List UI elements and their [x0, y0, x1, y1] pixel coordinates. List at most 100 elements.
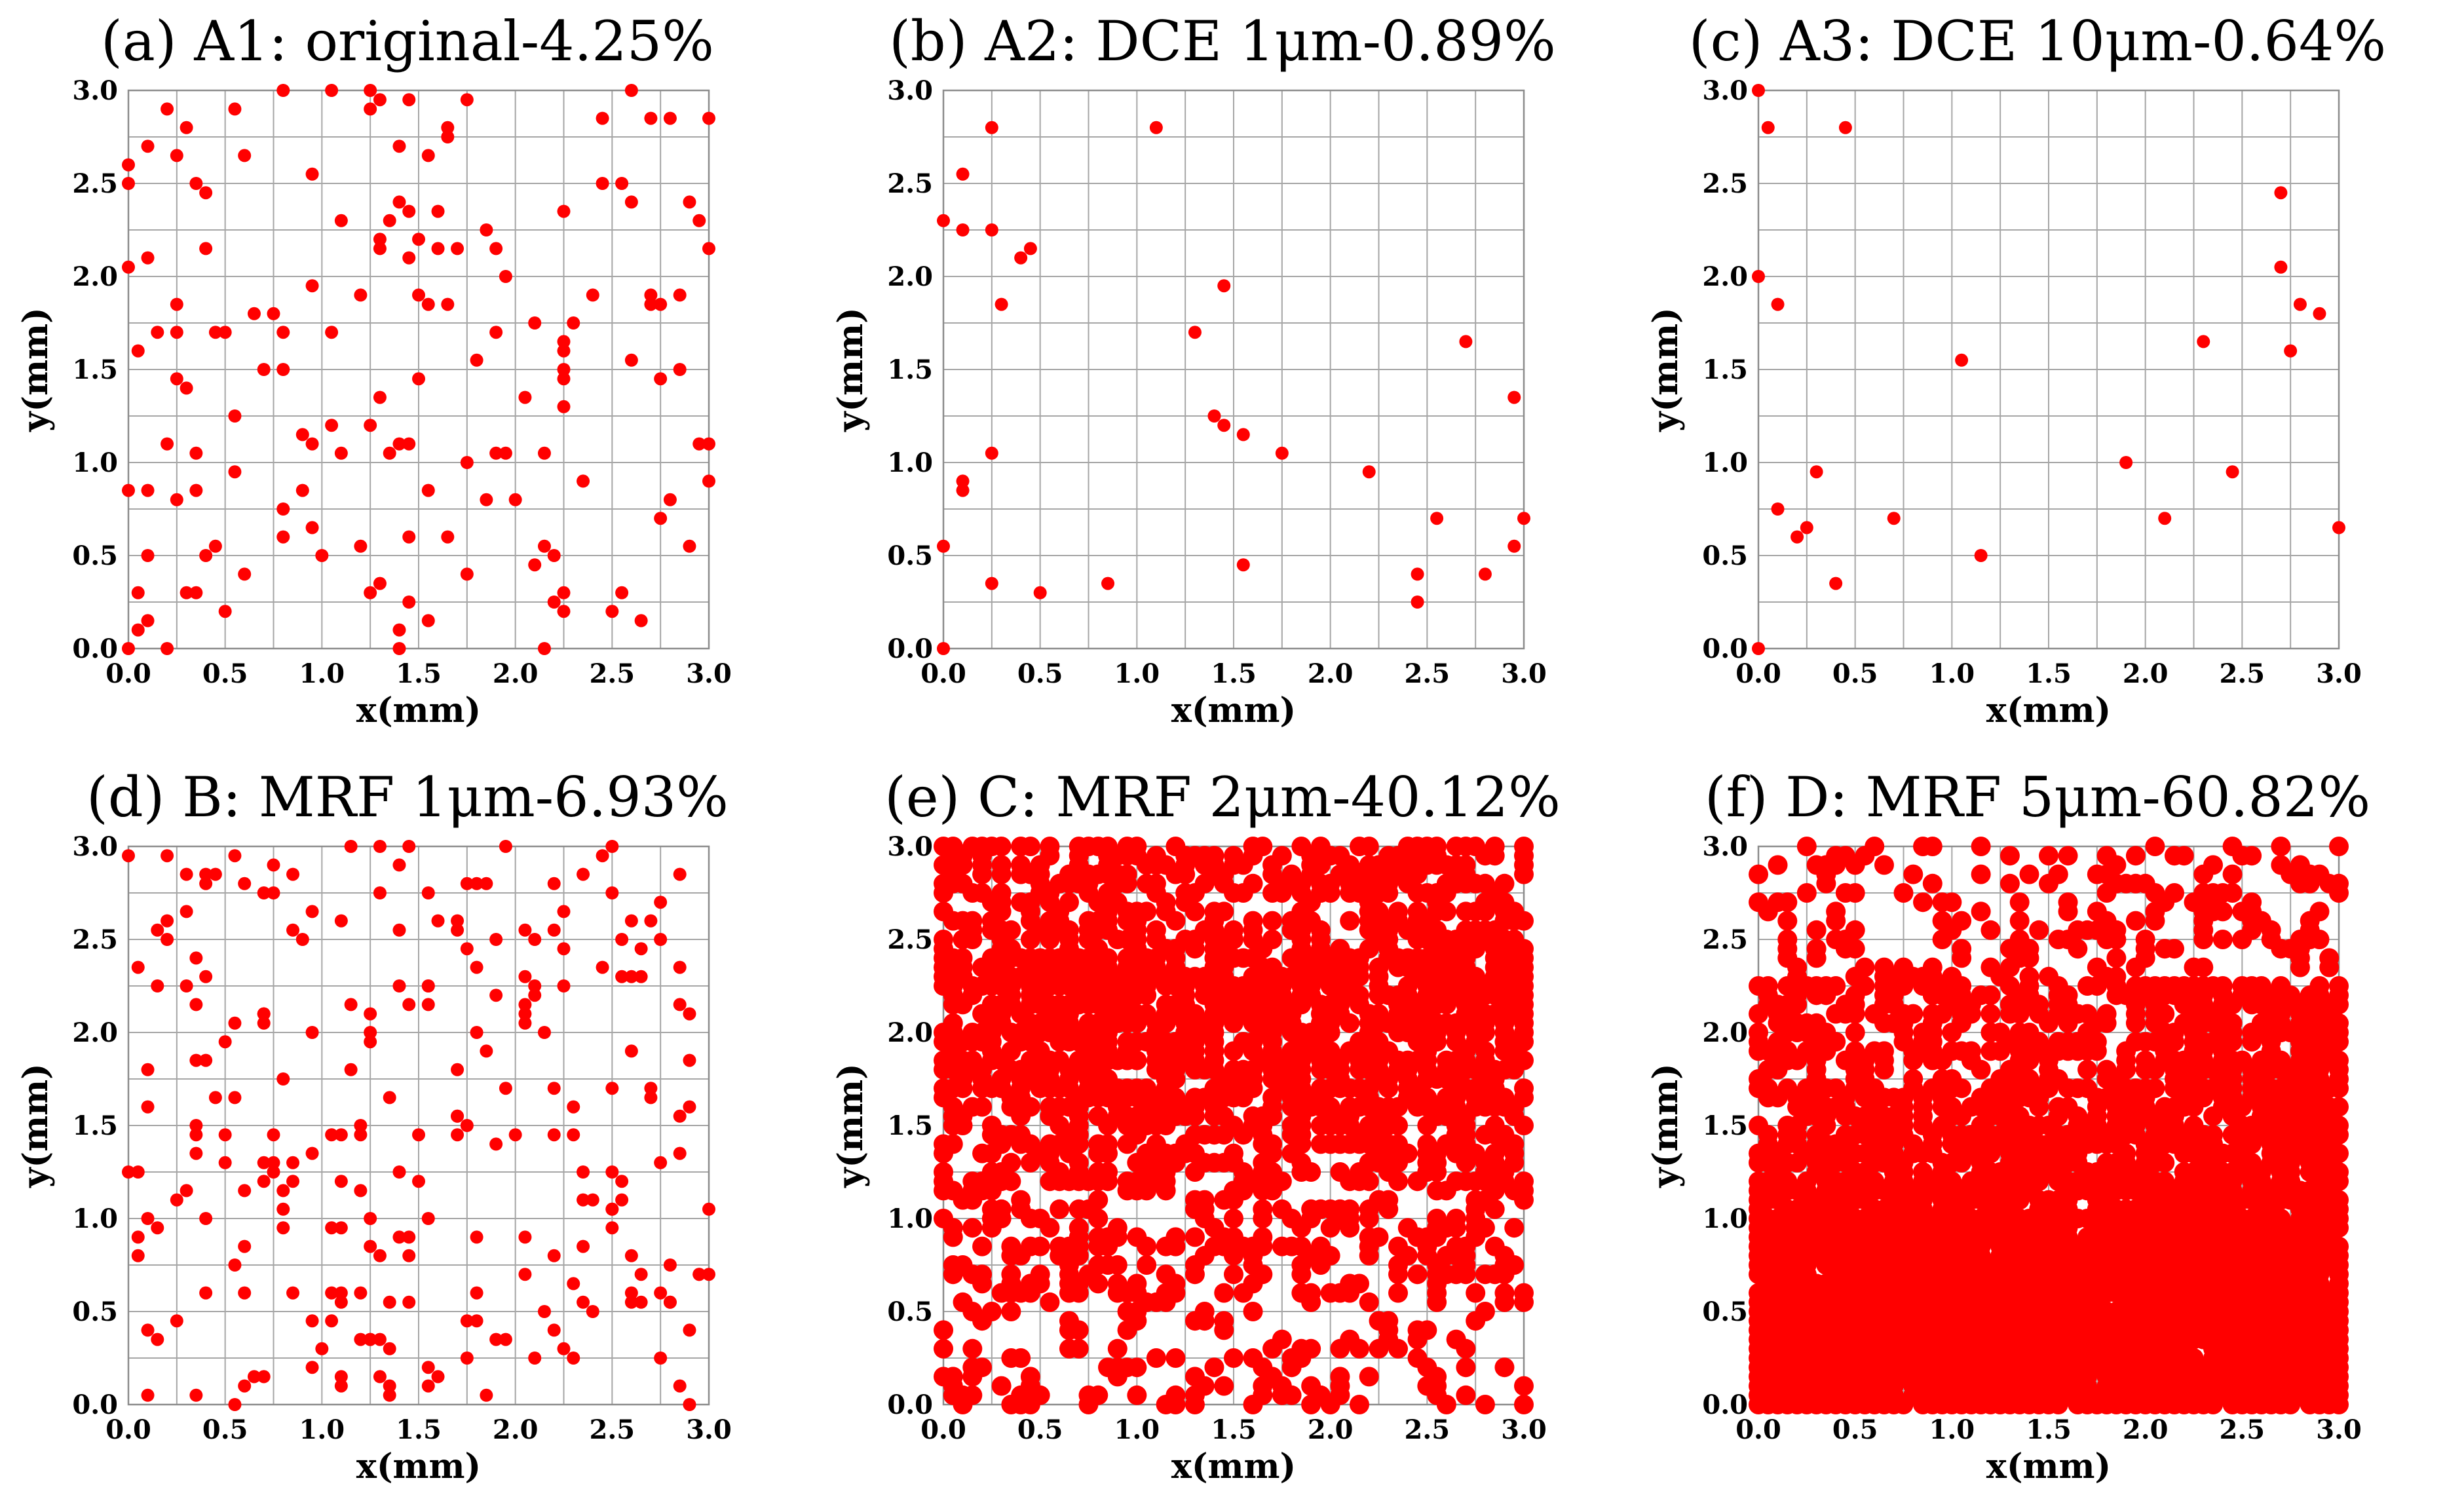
data-point [402, 840, 416, 853]
data-point [1214, 1311, 1234, 1331]
chart-a: (a) A1: original-4.25% 0.00.0 0.5 0.5 1.0 1.0… [16, 9, 732, 730]
data-point [624, 84, 638, 97]
data-point [421, 998, 435, 1011]
data-point [2329, 837, 2349, 856]
data-point [1796, 883, 1817, 903]
data-point [2158, 512, 2172, 525]
data-point [943, 1367, 963, 1387]
data-point [934, 1338, 953, 1359]
data-point [1514, 1050, 1534, 1070]
data-point [141, 1388, 155, 1402]
data-point [1101, 576, 1115, 590]
data-point [402, 251, 416, 265]
data-point [1806, 920, 1827, 940]
x-tick-label: 1.0 [1114, 1414, 1160, 1445]
data-point [364, 1239, 377, 1253]
data-point [683, 195, 696, 209]
data-point [537, 1305, 551, 1318]
data-point [1166, 1274, 1186, 1294]
data-point [2329, 976, 2349, 996]
data-point [2242, 846, 2262, 866]
data-point [2329, 1097, 2349, 1117]
data-point [1156, 892, 1176, 913]
data-point [1475, 1218, 1495, 1238]
data-point [373, 886, 387, 899]
panel-c: (c) A3: DCE 10μm-0.64% 0.0 0.0 0.5 0.5 1.0 1.0… [1630, 0, 2445, 756]
data-point [596, 960, 609, 974]
data-point [605, 1165, 619, 1179]
y-tick-label: 2.5 [887, 168, 933, 199]
data-point [373, 840, 387, 853]
data-point [364, 1212, 377, 1225]
data-point [547, 1082, 561, 1095]
chart-b: (b) A2: DCE 1μm-0.89% 0.00.0 0.5 0.5 1.0 1.0 1… [831, 9, 1556, 730]
data-point [2106, 855, 2127, 875]
data-point [1981, 920, 2001, 940]
data-point [1826, 976, 1846, 996]
data-point [199, 970, 213, 983]
chart-title: (a) A1: original-4.25% [101, 9, 714, 73]
chart-title: (f) D: MRF 5μm-60.82% [1705, 765, 2370, 829]
data-point [577, 867, 590, 881]
data-point [1224, 1264, 1243, 1285]
data-point [1340, 911, 1360, 931]
data-point [1310, 920, 1331, 940]
plot-frame [127, 845, 710, 1406]
data-point [1127, 1357, 1147, 1378]
data-point [1088, 1385, 1109, 1405]
panel-f: (f) D: MRF 5μm-60.82% 0.0 0.0 0.5 0.5 1.0 1.0 1… [1630, 756, 2445, 1512]
data-point [518, 390, 532, 404]
data-point [1137, 901, 1157, 922]
x-tick-label: 3.0 [2316, 658, 2362, 689]
data-point [596, 111, 609, 125]
data-point [257, 363, 271, 376]
data-point [1777, 930, 1798, 949]
data-point [364, 586, 377, 599]
data-point [537, 1026, 551, 1039]
data-point [267, 886, 280, 899]
x-axis-label: x(mm) [1986, 1446, 2111, 1486]
chart-c: (c) A3: DCE 10μm-0.64% 0.00.0 0.5 0.5 1.0 1.0… [1646, 9, 2386, 730]
data-point [238, 877, 252, 890]
data-point [392, 858, 406, 872]
data-point [2332, 521, 2345, 535]
data-point [460, 93, 474, 107]
data-point [991, 1199, 1012, 1219]
data-point [1137, 1236, 1157, 1257]
data-point [218, 1035, 232, 1049]
data-point [315, 549, 329, 562]
data-point [1971, 901, 1991, 922]
data-point [373, 233, 387, 246]
data-point [383, 1379, 396, 1393]
chart-d: (d) B: MRF 1μm-6.93% 0.00.0 0.5 0.5 1.0 1.0 1.… [16, 765, 732, 1486]
data-point [673, 1109, 687, 1123]
chart-title: (e) C: MRF 2μm-40.12% [884, 765, 1561, 829]
data-point [1903, 1069, 1924, 1089]
data-point [122, 849, 135, 863]
data-point [1388, 1338, 1409, 1359]
data-point [1275, 446, 1289, 460]
data-point [392, 923, 406, 937]
data-point [1127, 837, 1147, 856]
data-point [267, 1128, 280, 1142]
data-point [557, 605, 571, 618]
data-point [995, 297, 1008, 311]
data-point [2329, 1236, 2349, 1257]
data-point [161, 102, 174, 116]
y-tick-label: 0.0 [1702, 1389, 1748, 1420]
data-point [305, 1026, 319, 1039]
data-point [1913, 892, 1933, 913]
data-point [683, 1398, 696, 1411]
y-tick-label: 0.0 [72, 633, 118, 664]
data-point [557, 942, 571, 956]
data-point [460, 1351, 474, 1365]
data-point [208, 1091, 222, 1105]
data-point [499, 840, 512, 853]
data-point [180, 381, 193, 395]
data-point [1204, 1357, 1224, 1378]
data-point [1971, 837, 1991, 856]
chart-title: (b) A2: DCE 1μm-0.89% [889, 9, 1556, 73]
data-point [325, 1286, 339, 1300]
x-tick-label: 1.5 [1211, 1414, 1257, 1445]
data-point [1466, 1283, 1486, 1303]
